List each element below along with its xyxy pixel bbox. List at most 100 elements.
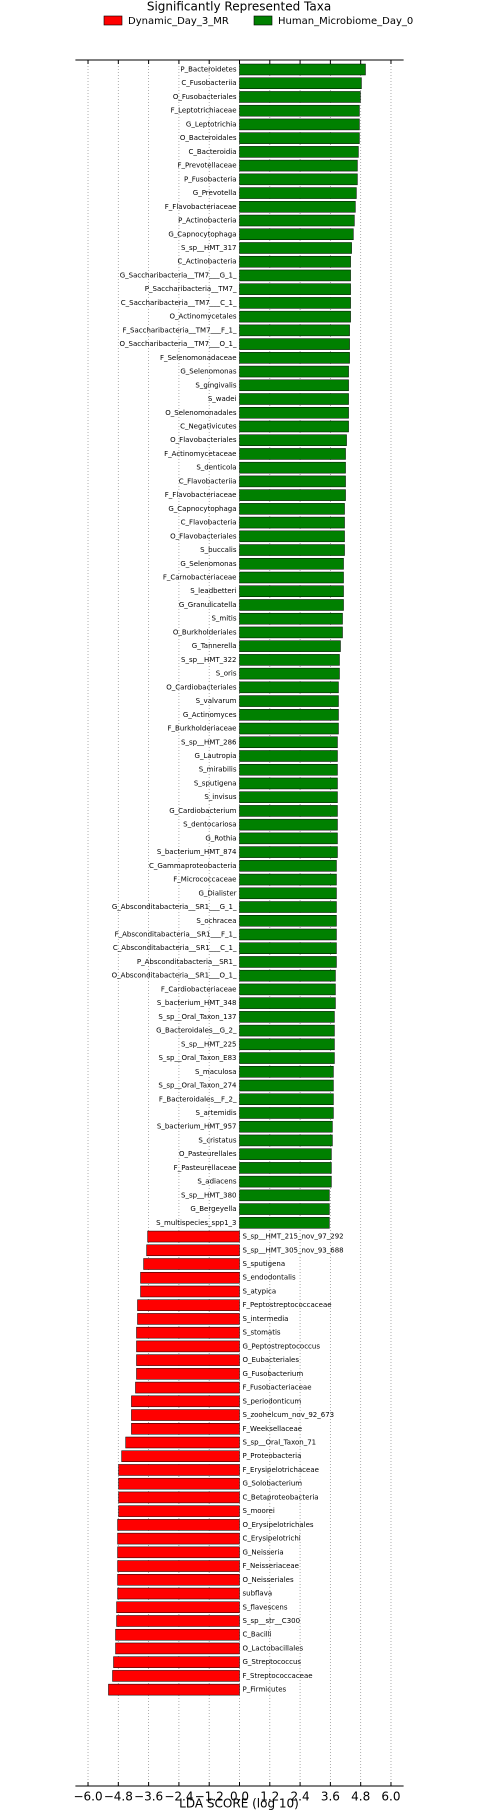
bar-label: O_Lactobacillales bbox=[243, 1644, 304, 1652]
bar-label: S_artemidis bbox=[196, 1109, 237, 1117]
x-tick-label: 3.6 bbox=[321, 1790, 340, 1804]
bar-label: S_flavescens bbox=[243, 1603, 288, 1611]
bar bbox=[239, 365, 349, 378]
x-tick-label: 0.0 bbox=[230, 1790, 249, 1804]
bar bbox=[239, 1011, 335, 1023]
bar-label: S_gingivalis bbox=[195, 381, 236, 389]
bar bbox=[143, 1258, 240, 1270]
bar-label: F_Flavobacteriaceae bbox=[165, 491, 237, 499]
bar-label: S_sp__str__C300 bbox=[243, 1617, 301, 1625]
bar-label: S_sp__HMT_286 bbox=[181, 738, 237, 746]
bar-label: G_Capnocytophaga bbox=[168, 230, 236, 238]
bar bbox=[121, 1450, 240, 1462]
bar-label: F_Streptococcaceae bbox=[243, 1672, 313, 1680]
bar bbox=[239, 777, 338, 790]
bar bbox=[117, 1587, 240, 1600]
bar-label: O_Pasteurellales bbox=[179, 1150, 237, 1158]
bar bbox=[239, 310, 351, 323]
bar-label: G_Bergeyella bbox=[190, 1205, 236, 1213]
bar bbox=[117, 1574, 240, 1586]
bar-label: G_Solobacterium bbox=[243, 1480, 303, 1488]
bar bbox=[239, 159, 358, 172]
bar bbox=[239, 1066, 334, 1078]
bar-label: G_Bacteroidales__G_2_ bbox=[156, 1027, 237, 1035]
bar bbox=[239, 626, 343, 639]
x-axis-label: LDA SCORE (log 10) bbox=[179, 1797, 299, 1811]
bar bbox=[239, 558, 344, 570]
bar-label: O_Burkholderiales bbox=[173, 628, 237, 636]
bar-label: S_multispecies_spp1_3 bbox=[156, 1219, 236, 1227]
bar bbox=[239, 1024, 335, 1037]
bar-label: P_Actinobacteria bbox=[178, 217, 236, 225]
bar-label: C_Erysipelotrichi bbox=[243, 1535, 301, 1543]
bar bbox=[239, 77, 362, 89]
bar-label: S_sp__Oral_Taxon_71 bbox=[243, 1439, 317, 1447]
bar bbox=[239, 516, 345, 529]
bar bbox=[239, 173, 358, 186]
x-tick-label: 4.8 bbox=[351, 1790, 370, 1804]
bar bbox=[117, 1546, 240, 1559]
bar-label: S_bacterium_HMT_957 bbox=[157, 1123, 237, 1131]
bar-label: G_Fusobacterium bbox=[243, 1370, 304, 1378]
bar bbox=[239, 599, 344, 611]
bar bbox=[239, 201, 356, 213]
bar bbox=[239, 612, 343, 625]
bar bbox=[239, 942, 337, 954]
x-tick-label: 1.2 bbox=[260, 1790, 279, 1804]
bar-label: G_Actinomyces bbox=[183, 711, 237, 719]
bar bbox=[136, 1326, 240, 1339]
x-tick-label: −1.2 bbox=[195, 1790, 224, 1804]
bar bbox=[239, 846, 338, 858]
bar bbox=[239, 228, 354, 241]
bar-label: S_dentocariosa bbox=[183, 821, 236, 829]
bar bbox=[116, 1615, 240, 1627]
bar-label: G_Peptostreptococcus bbox=[243, 1342, 321, 1350]
bar-label: F_Prevotellaceae bbox=[177, 162, 236, 170]
bar bbox=[239, 956, 337, 968]
bar bbox=[239, 104, 360, 117]
bar-label: P_Saccharibacteria__TM7_ bbox=[145, 285, 237, 293]
bar bbox=[239, 805, 338, 817]
bar bbox=[239, 722, 339, 735]
legend-label: Human_Microbiome_Day_0 bbox=[278, 16, 413, 27]
bar-label: S_atypica bbox=[243, 1287, 277, 1295]
bar-label: P_Absconditabacteria__SR1_ bbox=[137, 958, 237, 966]
bar bbox=[147, 1230, 240, 1243]
bar bbox=[239, 283, 351, 295]
x-tick-label: −2.4 bbox=[164, 1790, 193, 1804]
bar bbox=[239, 1134, 333, 1147]
bar bbox=[118, 1505, 240, 1517]
bar-label: F_Flavobacteriaceae bbox=[165, 203, 237, 211]
bar bbox=[239, 461, 346, 474]
bar-label: F_Micrococcaceae bbox=[173, 876, 236, 884]
bar bbox=[239, 901, 337, 913]
bar-label: F_Bacteroidales__F_2_ bbox=[159, 1095, 237, 1103]
bar bbox=[239, 146, 359, 158]
bar bbox=[239, 709, 339, 721]
bar-label: F_Peptostreptococcaceae bbox=[243, 1301, 332, 1309]
bar-label: O_Flavobacteriales bbox=[170, 436, 237, 444]
bar-label: G_Capnocytophaga bbox=[168, 505, 236, 513]
bar-label: P_Firmicutes bbox=[243, 1686, 287, 1694]
bar-label: S_bacterium_HMT_348 bbox=[157, 999, 237, 1007]
bar-label: F_Burkholderiaceae bbox=[168, 725, 237, 733]
bar bbox=[239, 352, 350, 364]
bar-label: C_Bacteroidia bbox=[188, 148, 236, 156]
x-tick-label: 2.4 bbox=[291, 1790, 310, 1804]
bar-label: S_adiacens bbox=[197, 1178, 237, 1186]
bar bbox=[239, 448, 346, 460]
legend-label: Dynamic_Day_3_MR bbox=[128, 16, 229, 27]
x-tick-label: −4.8 bbox=[104, 1790, 133, 1804]
bar-label: F_Cardiobacteriaceae bbox=[161, 985, 237, 993]
bar-label: C_Bacilli bbox=[243, 1631, 272, 1639]
bar bbox=[239, 132, 360, 144]
bar bbox=[239, 750, 338, 762]
bar-label: C_Gammaproteobacteria bbox=[149, 862, 237, 870]
bar bbox=[239, 736, 338, 749]
bar-label: O_Neisseriales bbox=[243, 1576, 294, 1584]
bar-label: S_maculosa bbox=[195, 1068, 237, 1076]
bar bbox=[239, 585, 344, 597]
bar bbox=[135, 1381, 240, 1394]
bar bbox=[239, 1120, 333, 1133]
bar bbox=[146, 1244, 240, 1257]
